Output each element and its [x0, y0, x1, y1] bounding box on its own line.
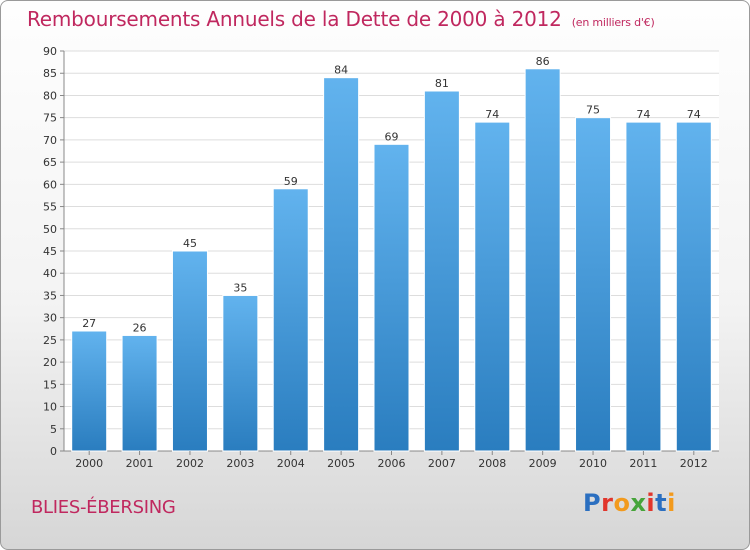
bar [71, 330, 108, 452]
x-tick-label: 2003 [226, 457, 254, 470]
x-tick-label: 2010 [579, 457, 607, 470]
bar [121, 334, 158, 452]
bar [575, 117, 612, 452]
x-tick-label: 2009 [529, 457, 557, 470]
logo-letter: i [646, 489, 656, 517]
y-tick-label: 30 [43, 312, 57, 325]
data-label: 84 [334, 64, 348, 77]
y-tick-label: 65 [43, 156, 57, 169]
y-tick-label: 45 [43, 245, 57, 258]
logo-letter: P [583, 489, 602, 517]
y-tick-label: 60 [43, 178, 57, 191]
bar [423, 90, 460, 452]
data-label: 45 [183, 237, 197, 250]
data-label: 74 [687, 108, 701, 121]
y-tick-label: 85 [43, 67, 57, 80]
x-tick-label: 2002 [176, 457, 204, 470]
bar [323, 77, 360, 452]
y-tick-label: 55 [43, 201, 57, 214]
y-tick-label: 35 [43, 289, 57, 302]
data-label: 81 [435, 77, 449, 90]
data-label: 75 [586, 104, 600, 117]
x-tick-label: 2005 [327, 457, 355, 470]
logo-letter: r [601, 489, 614, 517]
logo-letter: i [667, 489, 676, 517]
data-label: 27 [82, 317, 96, 330]
logo-letter: o [613, 489, 631, 517]
y-tick-label: 50 [43, 223, 57, 236]
bar [171, 250, 208, 452]
x-tick-label: 2000 [75, 457, 103, 470]
y-tick-label: 20 [43, 356, 57, 369]
data-label: 59 [284, 175, 298, 188]
y-tick-label: 90 [43, 45, 57, 58]
bar [474, 121, 511, 452]
y-tick-label: 75 [43, 112, 57, 125]
x-tick-label: 2011 [629, 457, 657, 470]
commune-name: BLIES-ÉBERSING [31, 497, 176, 518]
x-tick-label: 2004 [277, 457, 305, 470]
y-tick-label: 40 [43, 267, 57, 280]
y-tick-label: 5 [50, 423, 57, 436]
data-label: 35 [233, 281, 247, 294]
data-label: 26 [133, 321, 147, 334]
bar [222, 294, 259, 452]
title-text: Remboursements Annuels de la Dette de 20… [27, 7, 562, 31]
x-tick-label: 2001 [126, 457, 154, 470]
logo-letter: t [655, 489, 668, 517]
chart-title: Remboursements Annuels de la Dette de 20… [27, 7, 655, 31]
proxiti-logo: Proxiti [583, 489, 676, 517]
logo-letter: x [630, 489, 647, 517]
bar [675, 121, 712, 452]
y-tick-label: 10 [43, 401, 57, 414]
bar [373, 143, 410, 452]
bar [625, 121, 662, 452]
data-label: 69 [385, 130, 399, 143]
x-tick-label: 2007 [428, 457, 456, 470]
bar [524, 68, 561, 452]
y-tick-label: 0 [50, 445, 57, 458]
y-tick-label: 80 [43, 89, 57, 102]
y-tick-label: 70 [43, 134, 57, 147]
x-tick-label: 2012 [680, 457, 708, 470]
data-label: 74 [636, 108, 650, 121]
bar [272, 188, 309, 452]
y-tick-label: 15 [43, 378, 57, 391]
data-label: 74 [485, 108, 499, 121]
data-label: 86 [536, 55, 550, 68]
x-tick-label: 2008 [478, 457, 506, 470]
x-tick-label: 2006 [378, 457, 406, 470]
unit-label: (en milliers d'€) [571, 16, 655, 29]
y-tick-label: 25 [43, 334, 57, 347]
